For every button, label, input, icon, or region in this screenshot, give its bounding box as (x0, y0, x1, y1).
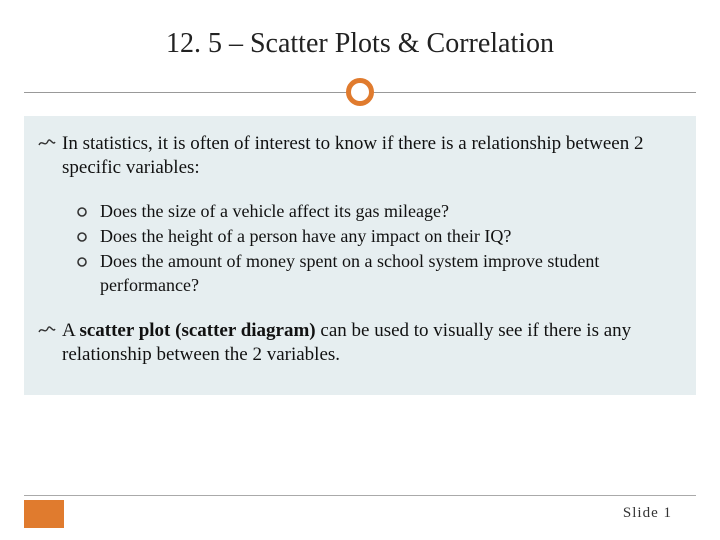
divider-circle-icon (346, 78, 374, 106)
text-bold-segment: scatter plot (scatter diagram) (79, 320, 315, 341)
slide-title: 12. 5 – Scatter Plots & Correlation (0, 0, 720, 78)
bullet-text: A scatter plot (scatter diagram) can be … (62, 319, 682, 367)
text-segment: A (62, 320, 79, 341)
slide-number: Slide 1 (623, 505, 672, 522)
scribble-bullet-icon (38, 322, 58, 343)
ring-bullet-icon (76, 205, 92, 223)
scribble-bullet-icon (38, 135, 58, 156)
bullet-main-1: In statistics, it is often of interest t… (38, 132, 682, 180)
slide: 12. 5 – Scatter Plots & Correlation In s… (0, 0, 720, 540)
sub-bullet-item: Does the height of a person have any imp… (76, 225, 682, 248)
footer-accent-block (24, 500, 64, 528)
ring-bullet-icon (76, 230, 92, 248)
title-divider (24, 78, 696, 108)
bullet-text: In statistics, it is often of interest t… (62, 132, 682, 180)
bullet-main-2: A scatter plot (scatter diagram) can be … (38, 319, 682, 367)
sub-bullet-item: Does the amount of money spent on a scho… (76, 250, 682, 297)
sub-bullet-text: Does the height of a person have any imp… (100, 225, 511, 248)
sub-bullet-text: Does the amount of money spent on a scho… (100, 250, 682, 297)
sub-bullet-item: Does the size of a vehicle affect its ga… (76, 200, 682, 223)
sub-bullet-list: Does the size of a vehicle affect its ga… (76, 200, 682, 298)
ring-bullet-icon (76, 255, 92, 273)
sub-bullet-text: Does the size of a vehicle affect its ga… (100, 200, 449, 223)
footer-divider (24, 495, 696, 496)
content-area: In statistics, it is often of interest t… (24, 116, 696, 395)
